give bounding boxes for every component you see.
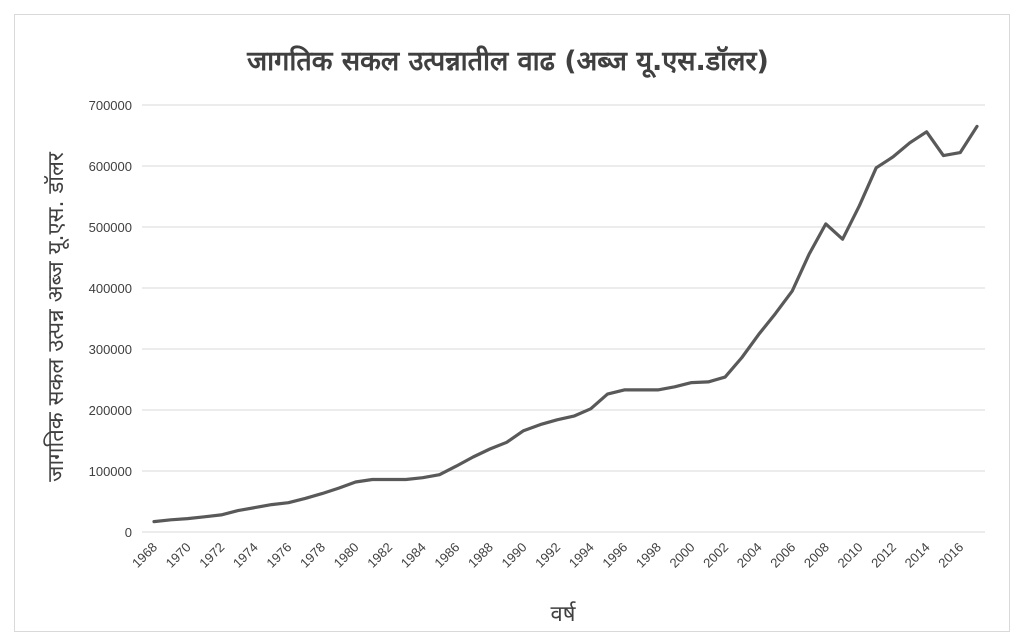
x-tick-label: 1986 — [431, 540, 462, 571]
gridlines — [142, 104, 985, 533]
x-tick-label: 2004 — [734, 540, 765, 571]
x-tick-label: 1980 — [331, 540, 362, 571]
x-tick-label: 1994 — [566, 540, 597, 571]
y-tick-label: 500000 — [89, 220, 132, 235]
x-tick-label: 2000 — [667, 540, 698, 571]
y-tick-label: 100000 — [89, 464, 132, 479]
y-tick-label: 0 — [125, 525, 132, 540]
x-tick-label: 1970 — [163, 540, 194, 571]
x-tick-label: 2006 — [767, 540, 798, 571]
x-tick-label: 1982 — [364, 540, 395, 571]
y-axis-ticks: 0 100000 200000 300000 400000 500000 600000 700… — [89, 98, 132, 540]
y-axis-title: जागतिक सकल उत्पन्न अब्ज यू.एस. डॉलर — [43, 151, 70, 482]
x-tick-label: 1974 — [230, 540, 261, 571]
x-tick-label: 1988 — [465, 540, 496, 571]
x-axis-title: वर्ष — [551, 601, 577, 627]
y-tick-label: 600000 — [89, 159, 132, 174]
x-tick-label: 1992 — [532, 540, 563, 571]
x-tick-label: 2008 — [801, 540, 832, 571]
x-tick-label: 1990 — [499, 540, 530, 571]
x-tick-label: 1984 — [398, 540, 429, 571]
x-tick-label: 2014 — [902, 540, 933, 571]
y-tick-label: 200000 — [89, 403, 132, 418]
chart-frame — [14, 14, 1010, 632]
x-tick-label: 2002 — [700, 540, 731, 571]
chart-title: जागतिक सकल उत्पन्नातील वाढ (अब्ज यू.एस.ड… — [246, 45, 769, 79]
series-line — [152, 124, 979, 524]
x-tick-label: 2016 — [935, 540, 966, 571]
x-tick-label: 2010 — [834, 540, 865, 571]
x-tick-label: 1968 — [129, 540, 160, 571]
x-axis-ticks: 1968 1970 1972 1974 1976 1978 1980 1982 1984 1986… — [129, 540, 966, 571]
x-tick-label: 1976 — [263, 540, 294, 571]
y-tick-label: 400000 — [89, 281, 132, 296]
y-tick-label: 700000 — [89, 98, 132, 113]
x-tick-label: 2012 — [868, 540, 899, 571]
y-tick-label: 300000 — [89, 342, 132, 357]
x-tick-label: 1972 — [196, 540, 227, 571]
x-tick-label: 1998 — [633, 540, 664, 571]
x-tick-label: 1978 — [297, 540, 328, 571]
x-tick-label: 1996 — [599, 540, 630, 571]
